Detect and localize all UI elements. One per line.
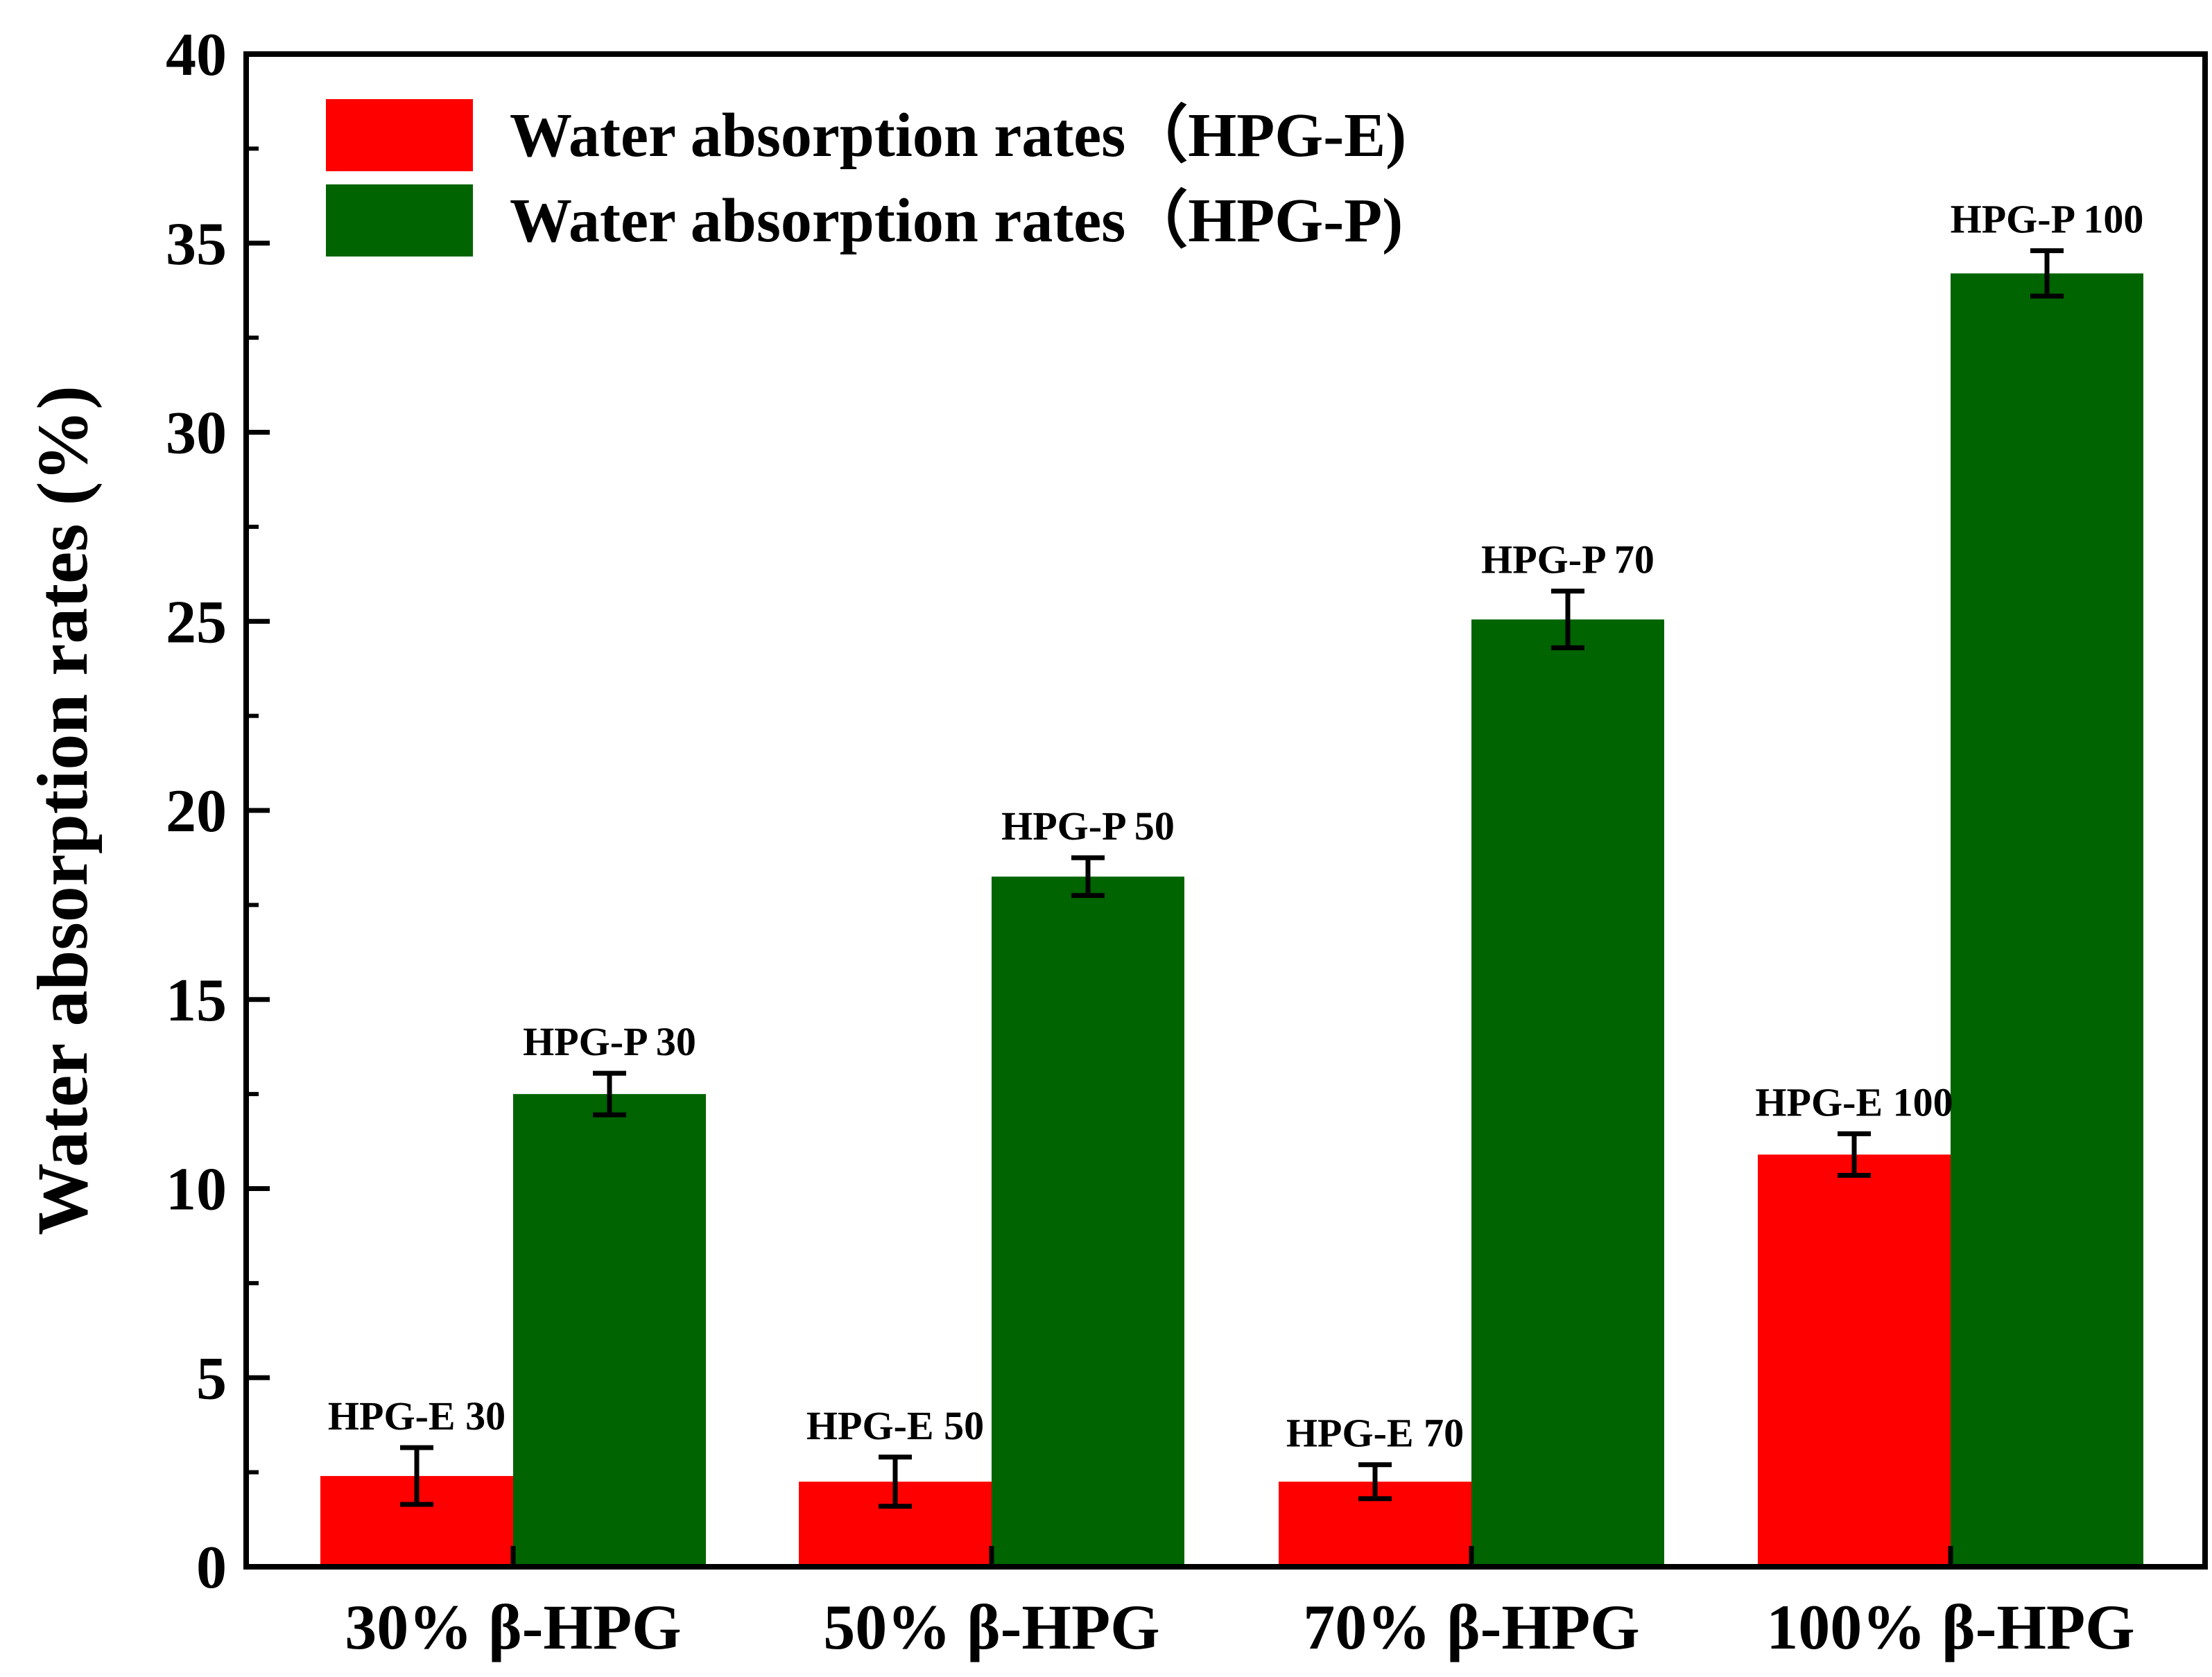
error-bars-layer <box>400 248 2064 1509</box>
data-label: HPG-P 30 <box>523 1019 696 1064</box>
x-category-label: 70% β-HPG <box>1303 1592 1639 1662</box>
data-label: HPG-E 70 <box>1286 1411 1464 1456</box>
bar-hpg-p-1 <box>992 876 1184 1567</box>
legend-swatch-hpg-p <box>326 184 473 257</box>
legend-label: Water absorption rates（HPG-E) <box>510 101 1406 170</box>
data-labels-layer: HPG-E 30 HPG-E 50 HPG-E 70 HPG-E 100 HPG-P 3… <box>328 197 2143 1456</box>
data-label: HPG-P 50 <box>1001 803 1175 849</box>
y-tick-label: 25 <box>166 589 227 656</box>
data-label: HPG-E 30 <box>328 1393 506 1439</box>
data-label: HPG-E 100 <box>1755 1079 1953 1124</box>
bar-hpg-p-0 <box>513 1094 706 1567</box>
data-label: HPG-P 100 <box>1951 197 2144 242</box>
x-tick-labels: 30% β-HPG 50% β-HPG 70% β-HPG 100% β-HPG <box>345 1592 2134 1662</box>
legend-swatch-hpg-e <box>326 99 473 171</box>
y-tick-label: 0 <box>196 1534 227 1601</box>
y-tick-label: 10 <box>166 1156 227 1224</box>
y-tick-label: 15 <box>166 967 227 1034</box>
legend: Water absorption rates（HPG-E) Water absor… <box>326 99 1406 257</box>
bar-hpg-e-3 <box>1758 1154 1951 1567</box>
bar-hpg-p-3 <box>1951 273 2143 1567</box>
y-tick-labels: 0 5 10 15 20 25 30 35 40 <box>166 21 227 1601</box>
y-tick-label: 40 <box>166 21 227 89</box>
y-tick-label: 20 <box>166 778 227 845</box>
bars-layer <box>320 273 2143 1567</box>
data-label: HPG-P 70 <box>1481 537 1654 582</box>
data-label: HPG-E 50 <box>806 1403 984 1448</box>
y-tick-label: 30 <box>166 400 227 467</box>
y-axis-title: Water absorption rates (%) <box>23 385 103 1235</box>
legend-label: Water absorption rates（HPG-P) <box>510 186 1403 255</box>
x-category-label: 100% β-HPG <box>1766 1592 2134 1662</box>
x-category-label: 50% β-HPG <box>823 1592 1159 1662</box>
x-category-label: 30% β-HPG <box>345 1592 681 1662</box>
y-tick-label: 5 <box>196 1345 227 1412</box>
bar-hpg-p-2 <box>1471 619 1664 1567</box>
y-tick-label: 35 <box>166 211 227 278</box>
axis-ticks-layer <box>246 51 1953 1570</box>
